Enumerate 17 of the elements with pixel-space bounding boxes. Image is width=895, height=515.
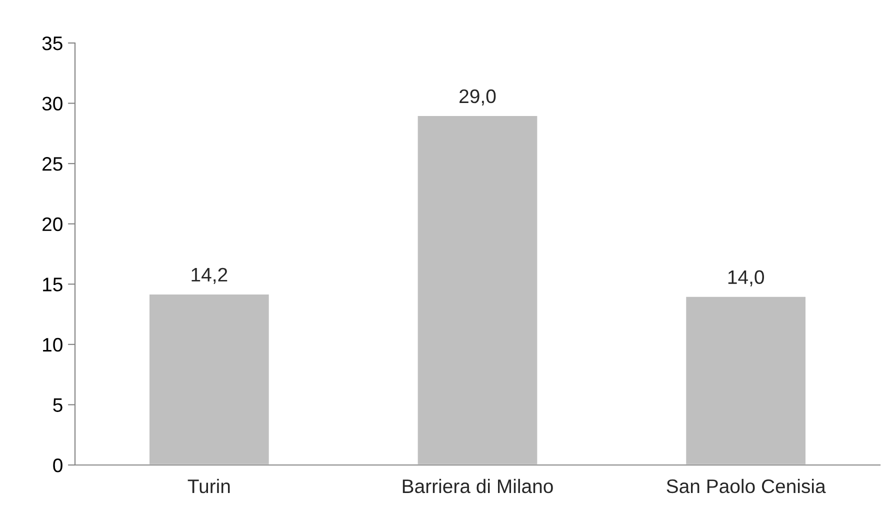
x-tick-label: Barriera di Milano <box>402 478 553 494</box>
y-tick-label: 15 <box>43 278 62 292</box>
y-tick-label: 5 <box>53 398 62 412</box>
y-tick-label: 30 <box>42 96 62 111</box>
y-tick-label: 25 <box>42 157 62 171</box>
y-tick-label: 20 <box>42 217 62 232</box>
y-tick-label: 0 <box>53 458 62 472</box>
data-label: 29,0 <box>460 89 496 106</box>
bar <box>416 114 539 465</box>
bar <box>684 296 807 465</box>
data-label: 14,2 <box>192 268 228 284</box>
x-tick-label: Turin <box>188 478 230 494</box>
data-label: 14,0 <box>728 270 764 286</box>
x-tick-label: San Paolo Cenisia <box>666 478 826 494</box>
y-tick-label: 10 <box>43 338 62 352</box>
y-tick-label: 35 <box>42 36 62 50</box>
bar <box>148 293 270 465</box>
